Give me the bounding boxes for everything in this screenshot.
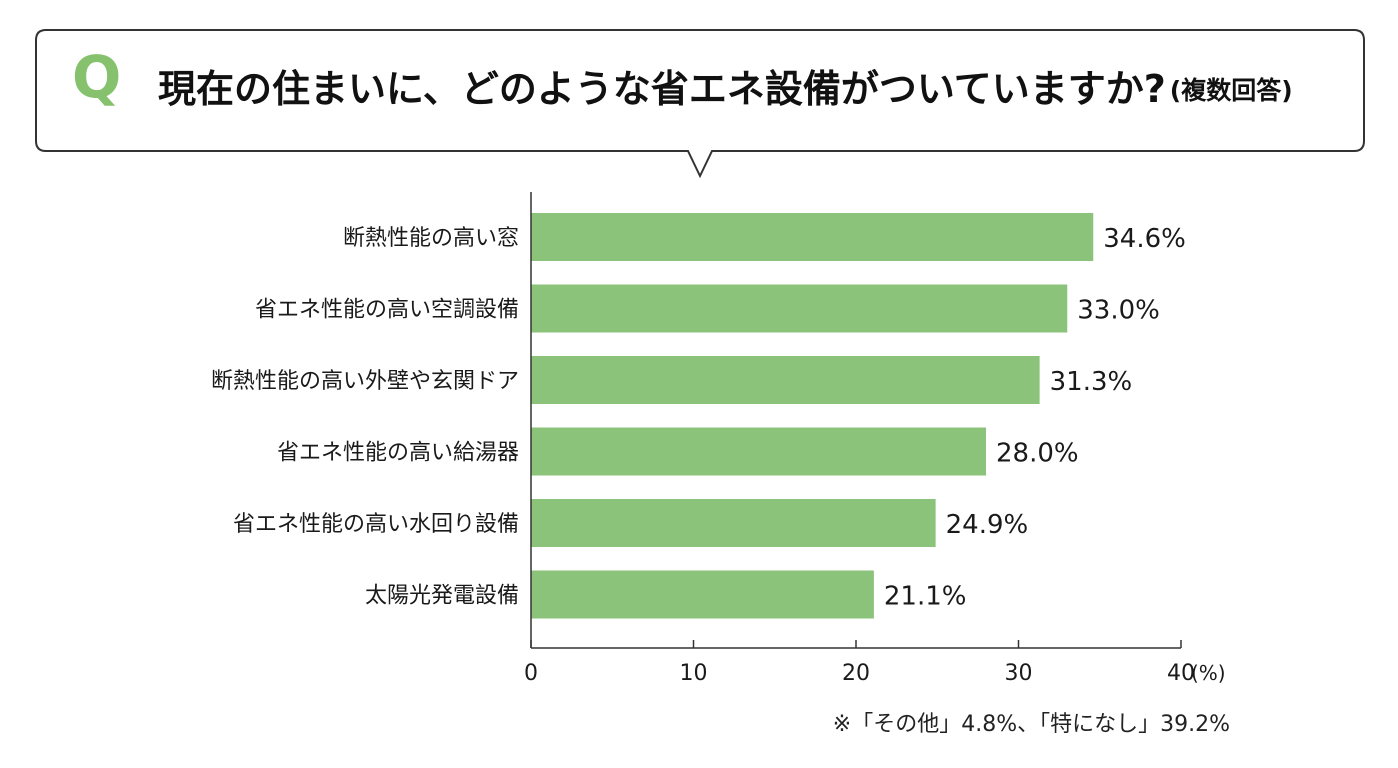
category-label: 省エネ性能の高い空調設備 [255,298,519,323]
category-label: 断熱性能の高い外壁や玄関ドア [211,369,519,394]
bar-chart: 断熱性能の高い窓 34.6% 省エネ性能の高い空調設備 33.0% 断熱性能の高い外壁や… [211,192,1226,686]
footnote: ※「その他」4.8%、「特になし」39.2% [832,712,1230,737]
question-note: (複数回答) [1169,76,1293,105]
bar [531,284,1068,333]
category-label: 省エネ性能の高い給湯器 [277,441,519,466]
bar [531,356,1040,404]
bar [531,213,1094,261]
question-title: 現在の住まいに、どのような省エネ設備がついていますか? (複数回答) [158,70,1293,108]
category-label: 太陽光発電設備 [365,584,519,609]
value-label: 21.1% [884,582,967,612]
bar [531,427,986,476]
value-label: 31.3% [1050,367,1133,397]
q-mark-icon: Q [72,43,122,111]
value-label: 34.6% [1103,224,1186,254]
x-unit-label: (%) [1191,661,1226,685]
category-label: 断熱性能の高い窓 [343,226,519,251]
question-text: 現在の住まいに、どのような省エネ設備がついていますか? [158,67,1166,111]
x-tick-label: 30 [1005,661,1033,686]
value-label: 28.0% [996,439,1079,469]
x-tick-label: 10 [680,661,708,686]
category-label: 省エネ性能の高い水回り設備 [233,512,519,537]
value-label: 33.0% [1077,296,1160,326]
x-tick-label: 40 [1167,661,1195,686]
x-tick-label: 20 [842,661,870,686]
bar [531,570,874,619]
value-label: 24.9% [946,510,1029,540]
x-tick-label: 0 [524,661,538,686]
speech-bubble-outline [35,29,1365,179]
question-bubble [35,29,1365,179]
bar [531,499,936,547]
